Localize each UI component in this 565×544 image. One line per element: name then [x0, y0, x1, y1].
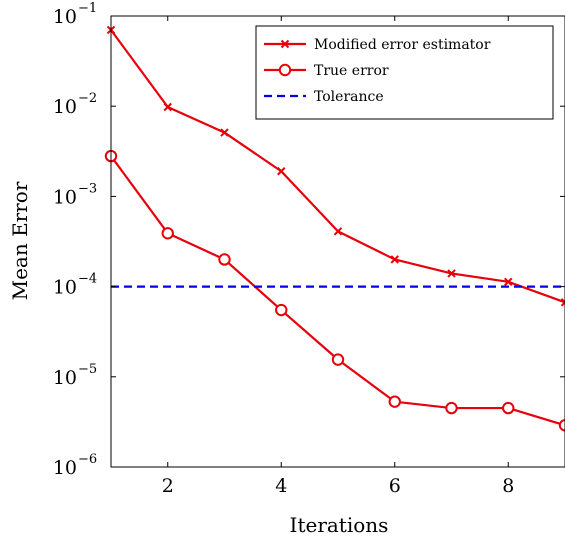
- series-1: [106, 25, 565, 307]
- x-tick-label: 8: [502, 475, 514, 497]
- data-point-x-marker: [390, 255, 399, 264]
- plot-frame: [110, 15, 565, 468]
- data-point-circle-marker: [331, 353, 345, 366]
- marker-stroke: [390, 255, 399, 264]
- legend-marker: [278, 63, 292, 77]
- marker-stroke: [163, 102, 172, 112]
- data-point-circle-marker: [161, 227, 174, 240]
- series-line: [110, 155, 565, 427]
- y-tick-exponent: −4: [78, 272, 97, 287]
- data-point-circle-marker: [388, 395, 401, 408]
- data-point-circle-marker: [275, 303, 288, 317]
- x-axis-title: Iterations: [290, 513, 389, 537]
- x-tick-label: 4: [275, 475, 287, 497]
- series-2: [104, 149, 565, 432]
- y-tick-label: 10: [53, 186, 77, 208]
- y-tick-label: 10: [53, 96, 77, 118]
- marker-stroke: [560, 298, 565, 304]
- y-tick-exponent: −5: [78, 362, 97, 377]
- marker-stroke: [447, 269, 456, 278]
- legend-marker: [280, 39, 290, 49]
- y-tick-label: 10: [53, 367, 77, 389]
- data-point-x-marker: [163, 102, 172, 112]
- data-point-circle-marker: [445, 401, 458, 415]
- data-point-x-marker: [504, 277, 513, 287]
- series-layer: [104, 25, 565, 432]
- y-tick-label: 10: [53, 6, 77, 28]
- data-point-circle-marker: [502, 401, 515, 415]
- y-tick-exponent: −2: [78, 91, 97, 106]
- marker-stroke: [220, 128, 229, 137]
- data-point-x-marker: [333, 227, 343, 236]
- y-tick-label: 10: [53, 277, 77, 299]
- y-tick-label: 10: [53, 457, 77, 479]
- marker-stroke: [277, 167, 286, 176]
- marker-stroke: [560, 300, 565, 307]
- legend-label: True error: [314, 63, 389, 79]
- marker-stroke: [333, 227, 343, 236]
- data-point-x-marker: [560, 298, 565, 307]
- data-point-x-marker: [277, 167, 286, 176]
- data-point-circle-marker: [218, 253, 231, 266]
- y-tick-exponent: −6: [78, 452, 97, 467]
- marker-stroke: [504, 277, 513, 287]
- legend-label: Modified error estimator: [314, 37, 491, 53]
- legend: Modified error estimator True error Tolera…: [255, 25, 554, 120]
- data-point-x-marker: [220, 128, 229, 137]
- legend-box: [255, 25, 554, 120]
- y-tick-exponent: −3: [78, 181, 97, 196]
- data-point-circle-marker: [558, 419, 565, 432]
- data-point-x-marker: [447, 269, 456, 278]
- x-tick-label: 2: [162, 475, 174, 497]
- y-axis-title: Mean Error: [8, 181, 32, 300]
- x-tick-label: 6: [389, 475, 401, 497]
- legend-label: Tolerance: [314, 89, 384, 105]
- axes-layer: 2 4 6 810−610−510−410−310−210−1: [53, 1, 565, 497]
- y-tick-exponent: −1: [78, 1, 97, 16]
